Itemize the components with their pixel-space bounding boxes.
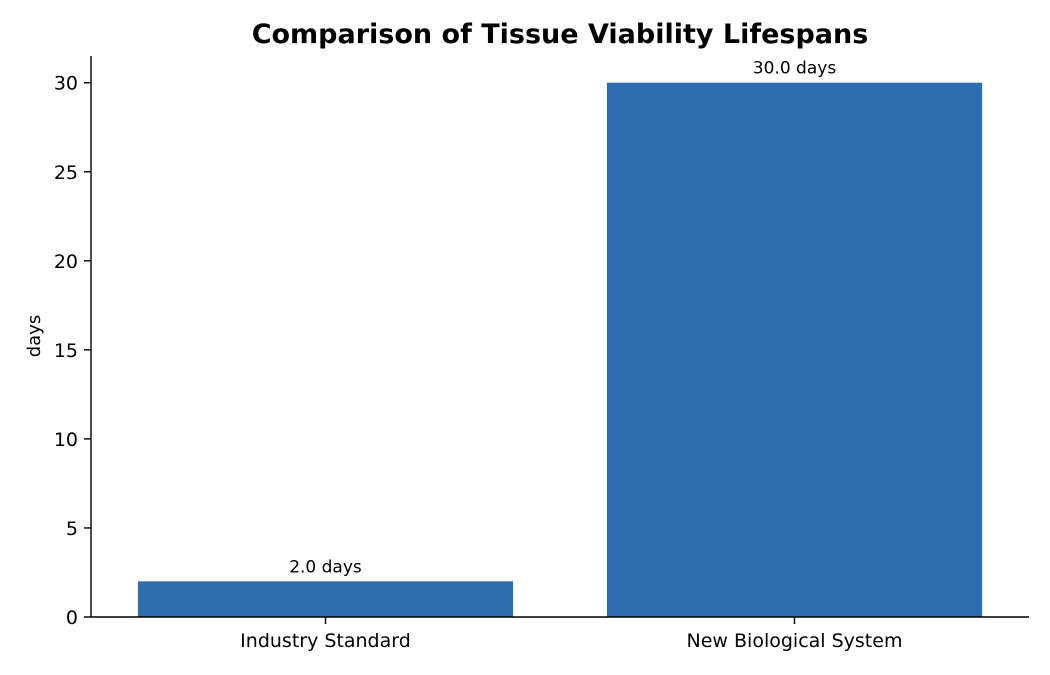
bar-data-label: 2.0 days [289,557,362,577]
data-labels-layer: 2.0 days 30.0 days [289,59,836,578]
y-tick-label: 25 [54,162,78,184]
y-tick-label: 15 [54,340,78,362]
bar [137,581,514,617]
x-tick-label: Industry Standard [240,630,411,652]
y-tick-label: 20 [54,251,78,273]
x-tick-label: New Biological System [687,630,903,652]
y-tick-label: 30 [54,73,78,95]
bar-data-label: 30.0 days [753,59,837,79]
y-tick-label: 0 [66,607,78,629]
y-axis-label: days [24,315,45,358]
y-tick-label: 10 [54,429,78,451]
chart-title: Comparison of Tissue Viability Lifespans [252,19,869,50]
axes-layer [90,56,1029,618]
y-tick-label: 5 [66,518,78,540]
y-ticks-layer: 0 5 10 15 20 25 30 [54,73,91,629]
bar [606,82,983,617]
x-ticks-layer: Industry Standard New Biological System [240,617,902,652]
bars-layer [137,82,983,617]
